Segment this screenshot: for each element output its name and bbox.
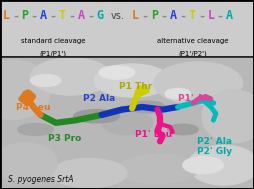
Text: L: L xyxy=(207,9,214,22)
Text: P3 Pro: P3 Pro xyxy=(48,134,81,143)
Text: (P1'/P2'): (P1'/P2') xyxy=(179,51,208,57)
Text: (P1/P1'): (P1/P1') xyxy=(40,51,67,57)
Text: T: T xyxy=(188,9,196,22)
Ellipse shape xyxy=(94,64,170,97)
Text: A: A xyxy=(170,9,177,22)
Text: -: - xyxy=(141,9,149,22)
Text: P: P xyxy=(21,9,28,22)
Ellipse shape xyxy=(188,145,254,185)
Text: P4 Leu: P4 Leu xyxy=(16,103,50,112)
Text: -: - xyxy=(160,9,167,22)
Text: vs.: vs. xyxy=(110,11,124,21)
Ellipse shape xyxy=(18,124,53,135)
Text: P1 Thr: P1 Thr xyxy=(119,82,152,91)
Text: -: - xyxy=(179,9,186,22)
Text: -: - xyxy=(198,9,205,22)
Text: A: A xyxy=(78,9,85,22)
Text: S. pyogenes SrtA: S. pyogenes SrtA xyxy=(8,175,73,184)
Text: -: - xyxy=(68,9,75,22)
Text: alternative cleavage: alternative cleavage xyxy=(157,38,229,44)
Text: A: A xyxy=(40,9,47,22)
Text: -: - xyxy=(31,9,38,22)
Ellipse shape xyxy=(99,66,135,79)
Ellipse shape xyxy=(51,159,127,188)
Text: P2 Ala: P2 Ala xyxy=(83,94,115,103)
Ellipse shape xyxy=(202,90,254,143)
Ellipse shape xyxy=(130,101,165,113)
Ellipse shape xyxy=(102,111,152,135)
Text: L: L xyxy=(132,9,139,22)
Ellipse shape xyxy=(30,58,112,95)
Text: L: L xyxy=(3,9,10,22)
Text: -: - xyxy=(87,9,94,22)
Text: P1' Leu: P1' Leu xyxy=(135,130,172,139)
Text: -: - xyxy=(50,9,57,22)
Ellipse shape xyxy=(30,75,61,87)
Text: -: - xyxy=(12,9,19,22)
Ellipse shape xyxy=(74,110,119,123)
Ellipse shape xyxy=(168,124,198,135)
Text: G: G xyxy=(97,9,104,22)
Text: A: A xyxy=(226,9,233,22)
Ellipse shape xyxy=(183,156,224,174)
Text: P1' Ala: P1' Ala xyxy=(178,94,213,103)
Text: P2' Gly: P2' Gly xyxy=(197,147,232,156)
Text: -: - xyxy=(217,9,224,22)
Text: P: P xyxy=(151,9,158,22)
Text: P2' Ala: P2' Ala xyxy=(197,137,232,146)
Ellipse shape xyxy=(0,143,57,182)
Ellipse shape xyxy=(165,88,190,99)
Text: T: T xyxy=(59,9,66,22)
Text: standard cleavage: standard cleavage xyxy=(21,38,86,44)
Ellipse shape xyxy=(154,62,243,104)
Ellipse shape xyxy=(0,60,51,120)
Ellipse shape xyxy=(117,155,198,184)
